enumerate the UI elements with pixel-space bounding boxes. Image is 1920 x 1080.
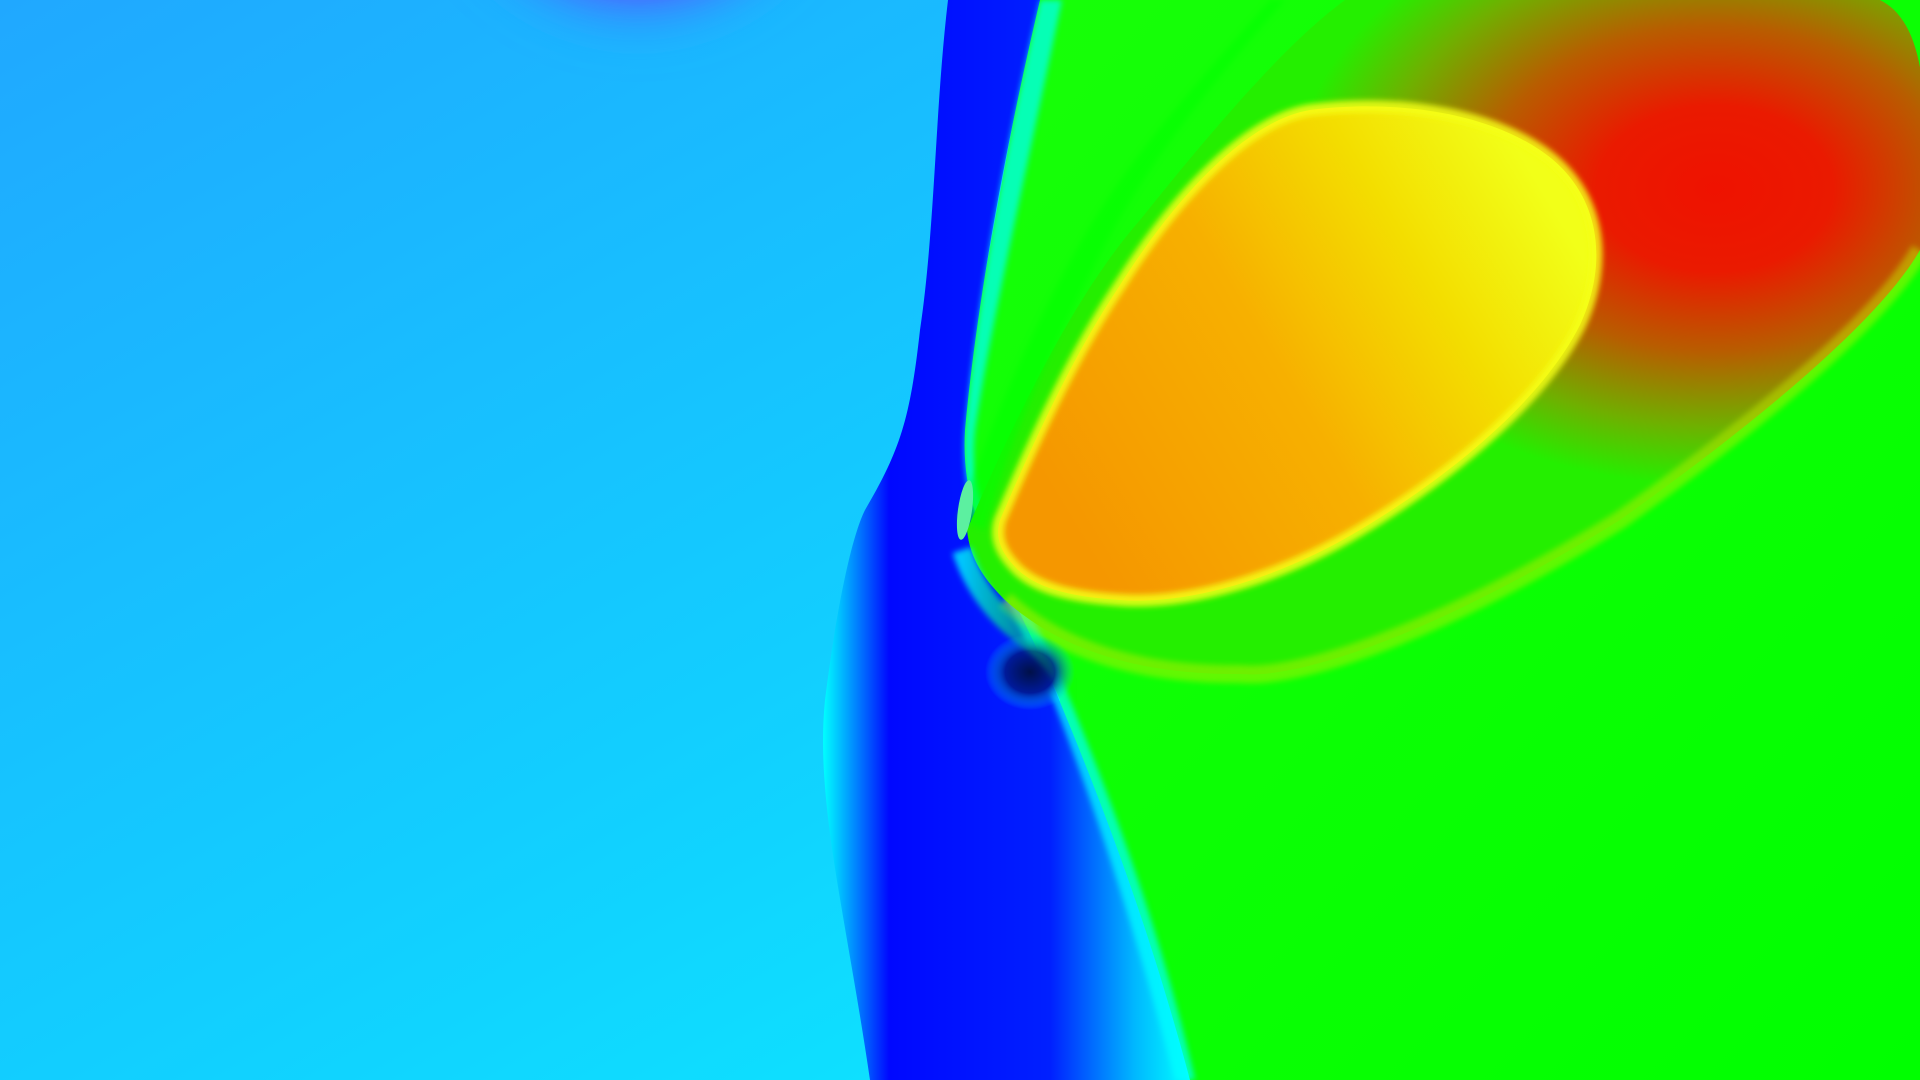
focal-spark	[956, 480, 974, 540]
yellow-green-halo	[998, 245, 1920, 684]
green-stripe	[958, 0, 1285, 530]
teal-streak	[952, 546, 1085, 709]
yellow-orange-core	[998, 106, 1597, 601]
yellow-inner-rim	[992, 100, 1603, 607]
magenta-glow	[380, 0, 1060, 450]
